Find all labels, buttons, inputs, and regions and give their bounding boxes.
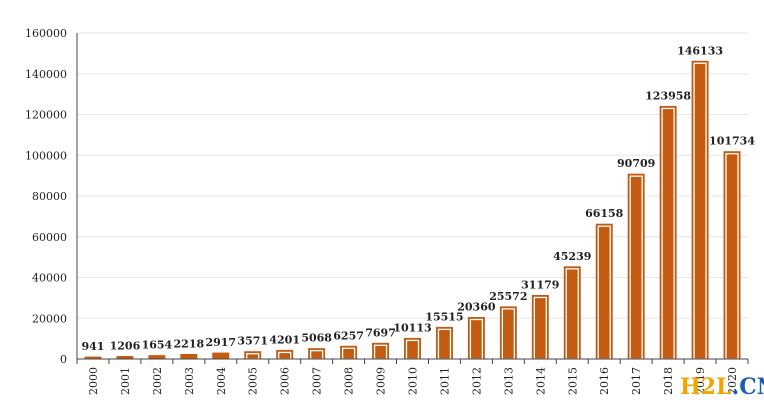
data-label: 123958	[645, 89, 691, 102]
y-tick-label: 0	[60, 353, 67, 366]
data-label: 31179	[521, 278, 559, 291]
x-tick-label: 2014	[534, 367, 547, 395]
y-tick-label: 120000	[25, 109, 67, 122]
data-label: 66158	[585, 207, 624, 220]
x-axis: 2000 2001 2002 2003 2004 2005 2006 2007 2008 2009…	[76, 358, 749, 395]
x-tick-label: 2003	[183, 367, 196, 395]
data-label: 7697	[365, 326, 396, 339]
gridlines	[77, 32, 748, 360]
y-axis: 0 20000 40000 60000 80000 100000 120000 140000 1…	[25, 27, 78, 366]
x-tick-label: 2007	[311, 367, 324, 395]
data-label: 90709	[617, 157, 655, 170]
watermark-part1: H2L	[680, 374, 732, 400]
y-tick-label: 100000	[25, 149, 67, 162]
x-tick-label: 2013	[502, 367, 515, 395]
data-label: 45239	[553, 250, 591, 263]
watermark: H2L.CN	[680, 374, 764, 400]
x-tick-label: 2015	[566, 367, 579, 395]
y-tick-label: 80000	[32, 190, 67, 203]
data-label: 2218	[174, 337, 205, 350]
bars	[84, 60, 741, 360]
x-tick-label: 2001	[119, 367, 132, 395]
x-tick-label: 2000	[87, 367, 100, 395]
x-tick-label: 2012	[470, 367, 483, 395]
y-tick-label: 20000	[32, 312, 67, 325]
x-tick-label: 2017	[630, 367, 643, 395]
data-labels: 941 1206 1654 2218 2917 3571 4201 5068 6257 76971…	[81, 44, 755, 353]
x-tick-label: 2011	[438, 367, 451, 395]
watermark-part2: .CN	[732, 374, 764, 400]
data-label: 6257	[333, 329, 364, 342]
x-tick-label: 2004	[215, 367, 228, 395]
data-label: 3571	[237, 335, 268, 348]
x-tick-label: 2018	[662, 367, 675, 395]
x-tick-label: 2009	[375, 367, 388, 395]
data-label: 146133	[677, 44, 723, 57]
data-label: 5068	[301, 332, 332, 345]
x-tick-label: 2019	[694, 367, 707, 395]
data-label: 2917	[205, 336, 236, 349]
data-label: 20360	[457, 301, 496, 314]
data-label: 1206	[110, 340, 141, 353]
x-tick-label: 2010	[407, 367, 420, 395]
data-label: 941	[81, 340, 104, 353]
data-label: 10113	[393, 321, 431, 334]
data-label: 15515	[425, 310, 463, 323]
x-tick-label: 2005	[247, 367, 260, 395]
x-tick-label: 2020	[726, 367, 739, 395]
x-tick-label: 2016	[598, 367, 611, 395]
bar-2004	[212, 352, 230, 360]
data-label: 4201	[269, 333, 300, 346]
y-tick-label: 40000	[32, 272, 67, 285]
bar-2003	[180, 353, 198, 360]
bar-2002	[148, 355, 166, 360]
x-tick-label: 2008	[343, 367, 356, 395]
y-tick-label: 60000	[32, 231, 67, 244]
data-label: 1654	[142, 339, 173, 352]
y-tick-label: 160000	[25, 27, 67, 40]
y-tick-label: 140000	[25, 68, 67, 81]
x-tick-label: 2006	[279, 367, 292, 395]
data-label: 25572	[489, 290, 527, 303]
data-label: 101734	[709, 135, 755, 148]
x-tick-label: 2002	[151, 367, 164, 395]
